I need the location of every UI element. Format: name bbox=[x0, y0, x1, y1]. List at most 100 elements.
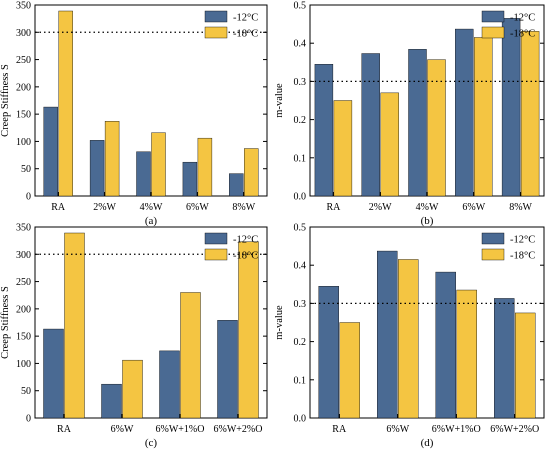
legend-swatch bbox=[204, 26, 228, 39]
chart-panel-2: 0.0 0.1 0.2 0.3 0.4 0.5 m-value RA 2%W 4%W 6%W 8%W -… bbox=[274, 1, 545, 227]
bar-series-2 bbox=[380, 92, 399, 197]
legend-label: -12°C bbox=[233, 235, 258, 246]
bar-series-2 bbox=[104, 121, 120, 197]
y-tick-label: 50 bbox=[21, 164, 31, 175]
y-tick-label: 300 bbox=[16, 28, 31, 39]
y-tick-label: 100 bbox=[16, 359, 31, 370]
y-tick-label: 350 bbox=[16, 223, 31, 234]
legend-swatch bbox=[481, 248, 505, 261]
x-tick-label: 2%W bbox=[93, 202, 116, 213]
bar-series-1 bbox=[377, 250, 398, 419]
y-tick-label: 0 bbox=[26, 414, 31, 425]
y-tick-label: 0 bbox=[26, 192, 31, 203]
bar-series-2 bbox=[456, 289, 477, 419]
bar-series-2 bbox=[64, 232, 85, 419]
plot-frame bbox=[309, 226, 545, 419]
y-tick-label: 100 bbox=[16, 137, 31, 148]
panel-caption: (c) bbox=[145, 437, 158, 449]
x-tick-label: 6%W+2%O bbox=[214, 424, 263, 435]
bar-series-1 bbox=[318, 286, 339, 419]
x-tick-label: 6%W bbox=[462, 202, 485, 213]
y-tick-label: 200 bbox=[16, 82, 31, 93]
x-tick-label: 4%W bbox=[416, 202, 439, 213]
y-axis-label: Creep Stiffness S bbox=[0, 286, 11, 359]
bar-series-1 bbox=[435, 271, 456, 419]
legend-label: -12°C bbox=[233, 13, 258, 24]
chart-panel-3: 0 50 100 150 200 250 300 350 Creep Stiffness S RA… bbox=[0, 223, 268, 449]
bar-series-2 bbox=[520, 31, 540, 197]
bar-series-1 bbox=[182, 161, 198, 197]
y-tick-label: 150 bbox=[16, 332, 31, 343]
x-tick-label: RA bbox=[57, 424, 72, 435]
bar-series-2 bbox=[398, 259, 419, 419]
legend-swatch bbox=[481, 10, 505, 23]
bar-series-2 bbox=[58, 10, 73, 197]
legend-swatch bbox=[204, 10, 228, 23]
y-tick-label: 50 bbox=[21, 386, 31, 397]
bar-series-2 bbox=[122, 359, 143, 419]
y-tick-label: 0.1 bbox=[294, 153, 307, 164]
plot-frame bbox=[34, 226, 268, 419]
y-tick-label: 0.3 bbox=[294, 299, 307, 310]
bar-series-2 bbox=[151, 132, 166, 197]
bar-series-1 bbox=[43, 106, 58, 197]
x-tick-label: 6%W+1%O bbox=[432, 424, 481, 435]
bar-series-1 bbox=[494, 298, 515, 419]
bar-series-1 bbox=[101, 383, 122, 419]
bar-series-1 bbox=[314, 64, 334, 197]
y-tick-label: 350 bbox=[16, 1, 31, 12]
legend-label: -18°C bbox=[510, 251, 535, 262]
x-tick-label: 8%W bbox=[509, 202, 532, 213]
x-tick-label: RA bbox=[332, 424, 347, 435]
panel-caption: (b) bbox=[421, 215, 434, 227]
bar-series-1 bbox=[501, 18, 521, 197]
y-tick-label: 0.5 bbox=[294, 223, 307, 234]
legend-label: -18°C bbox=[510, 29, 535, 40]
y-tick-label: 0.2 bbox=[294, 115, 307, 126]
bar-series-2 bbox=[238, 241, 259, 419]
y-tick-label: 0.0 bbox=[294, 414, 307, 425]
bar-series-1 bbox=[229, 173, 244, 197]
y-tick-label: 0.4 bbox=[294, 261, 307, 272]
y-axis-label: Creep Stiffness S bbox=[0, 64, 11, 137]
bar-series-1 bbox=[455, 28, 474, 197]
y-tick-label: 300 bbox=[16, 250, 31, 261]
chart-panel-4: 0.0 0.1 0.2 0.3 0.4 0.5 m-value RA 6%W 6%W+1%O 6%W… bbox=[274, 223, 545, 449]
y-axis-label: m-value bbox=[274, 83, 285, 118]
legend-label: -12°C bbox=[510, 235, 535, 246]
x-tick-label: 4%W bbox=[140, 202, 163, 213]
legend-label: -12°C bbox=[510, 13, 535, 24]
y-tick-label: 0.0 bbox=[294, 192, 307, 203]
y-tick-label: 0.2 bbox=[294, 337, 307, 348]
legend-label: -18°C bbox=[233, 251, 258, 262]
bar-series-2 bbox=[333, 100, 353, 197]
chart-panel-1: 0 50 100 150 200 250 300 350 Creep Stiffness S RA… bbox=[0, 1, 268, 227]
x-tick-label: RA bbox=[326, 202, 341, 213]
panel-caption: (d) bbox=[421, 437, 434, 449]
x-tick-label: 8%W bbox=[232, 202, 255, 213]
legend-label: -18°C bbox=[233, 29, 258, 40]
bar-series-1 bbox=[361, 53, 380, 197]
bar-series-1 bbox=[159, 350, 180, 419]
x-tick-label: 6%W bbox=[111, 424, 134, 435]
legend-swatch bbox=[204, 248, 228, 261]
bar-series-1 bbox=[89, 140, 105, 197]
bar-series-1 bbox=[217, 320, 238, 419]
x-tick-label: 6%W+1%O bbox=[156, 424, 205, 435]
y-tick-label: 0.5 bbox=[294, 1, 307, 12]
y-tick-label: 0.1 bbox=[294, 375, 307, 386]
y-tick-label: 0.3 bbox=[294, 77, 307, 88]
bar-series-2 bbox=[427, 59, 446, 197]
x-tick-label: 6%W+2%O bbox=[490, 424, 539, 435]
y-tick-label: 250 bbox=[16, 55, 31, 66]
panel-caption: (a) bbox=[145, 215, 158, 227]
bar-series-1 bbox=[408, 49, 427, 197]
bar-series-2 bbox=[474, 37, 493, 197]
bar-series-1 bbox=[136, 151, 151, 197]
bar-series-2 bbox=[244, 148, 259, 197]
y-tick-label: 250 bbox=[16, 277, 31, 288]
bar-series-2 bbox=[180, 292, 201, 419]
y-tick-label: 150 bbox=[16, 110, 31, 121]
x-tick-label: 6%W bbox=[186, 202, 209, 213]
